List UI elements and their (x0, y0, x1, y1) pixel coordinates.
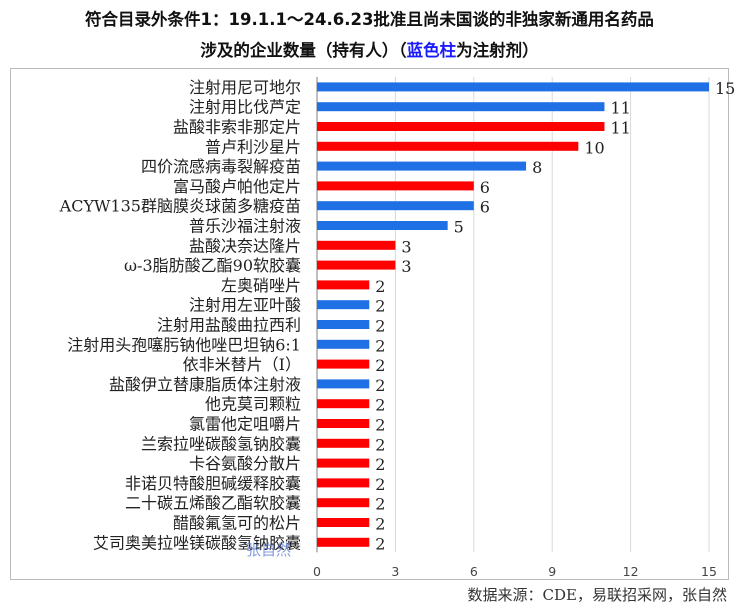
watermark-text: 张自然 (246, 541, 292, 559)
bar (317, 260, 396, 270)
bar (317, 339, 370, 349)
value-label: 3 (401, 257, 411, 276)
category-label: 氯雷他定咀嚼片 (189, 415, 301, 434)
x-tick-label: 6 (470, 564, 478, 579)
category-label: 兰索拉唑碳酸氢钠胶囊 (141, 434, 301, 453)
x-tick-label: 15 (701, 564, 717, 579)
bar (317, 141, 579, 151)
bar (317, 201, 474, 211)
chart-title-line1: 符合目录外条件1：19.1.1～24.6.23批准且尚未国谈的非独家新通用名药品 (85, 10, 654, 29)
category-label: 他克莫司颗粒 (205, 395, 301, 414)
x-tick-label: 0 (313, 564, 321, 579)
value-label: 2 (375, 475, 385, 494)
value-label: 8 (532, 158, 542, 177)
chart-title-suffix: 为注射剂） (456, 41, 539, 60)
bar (317, 320, 370, 329)
bar (317, 518, 370, 527)
value-label: 15 (715, 79, 735, 98)
bar (317, 240, 396, 250)
value-label: 2 (375, 534, 385, 553)
category-label: 盐酸决奈达隆片 (189, 236, 301, 255)
category-label: 卡谷氨酸分散片 (189, 454, 301, 473)
category-label: 非诺贝特酸胆碱缓释胶囊 (125, 474, 301, 493)
value-label: 2 (375, 435, 385, 454)
value-label: 11 (610, 119, 630, 138)
category-label: ω-3脂肪酸乙酯90软胶囊 (124, 256, 301, 275)
category-label: 依非米替片（Ⅰ） (183, 355, 301, 374)
value-label: 2 (375, 495, 385, 514)
bar (317, 181, 474, 191)
value-label: 2 (375, 396, 385, 415)
chart-title-line2: 涉及的企业数量（持有人）（蓝色柱为注射剂） (0, 37, 739, 61)
value-label: 2 (375, 277, 385, 296)
x-tick-label: 12 (623, 564, 639, 579)
category-label: 二十碳五烯酸乙酯软胶囊 (125, 494, 301, 513)
category-label: 注射用尼可地尔 (189, 78, 301, 97)
value-label: 2 (375, 317, 385, 336)
bar (317, 221, 448, 230)
value-label: 2 (375, 356, 385, 375)
category-label: 盐酸非索非那定片 (173, 118, 301, 137)
value-label: 2 (375, 297, 385, 316)
bar (317, 537, 370, 547)
value-label: 2 (375, 416, 385, 435)
bar (317, 498, 370, 508)
bar (317, 300, 370, 310)
category-label: 醋酸氟氢可的松片 (173, 514, 301, 533)
bar (317, 102, 605, 112)
value-label: 11 (610, 99, 630, 118)
category-label: 普乐沙福注射液 (189, 217, 301, 236)
value-label: 3 (401, 237, 411, 256)
x-tick-label: 3 (391, 564, 399, 579)
chart-frame (10, 68, 729, 580)
bar (317, 82, 709, 92)
value-label: 2 (375, 376, 385, 395)
category-label: 盐酸伊立替康脂质体注射液 (109, 375, 301, 394)
source-note: 数据来源：CDE，易联招采网，张自然 (467, 586, 727, 604)
category-label: 注射用左亚叶酸 (189, 296, 301, 315)
value-label: 2 (375, 455, 385, 474)
category-label: 富马酸卢帕他定片 (173, 177, 301, 196)
value-label: 5 (454, 218, 464, 237)
bar (317, 419, 370, 428)
bar (317, 399, 370, 409)
category-label: ACYW135群脑膜炎球菌多糖疫苗 (59, 197, 301, 216)
category-label: 艾司奥美拉唑镁碳酸氢钠胶囊 (93, 533, 301, 552)
bar (317, 161, 527, 171)
category-label: 四价流感病毒裂解疫苗 (141, 157, 301, 176)
bar (317, 122, 605, 131)
chart-title-prefix: 涉及的企业数量（持有人）（ (200, 41, 407, 60)
bar (317, 458, 370, 468)
value-label: 6 (480, 178, 490, 197)
value-label: 6 (480, 198, 490, 217)
bar (317, 359, 370, 369)
x-tick-label: 9 (548, 564, 556, 579)
category-label: 普卢利沙星片 (205, 137, 301, 156)
category-label: 注射用盐酸曲拉西利 (157, 316, 301, 335)
category-label: 注射用比伐芦定 (189, 98, 301, 117)
bar (317, 280, 370, 290)
bar (317, 438, 370, 448)
category-label: 左奥硝唑片 (221, 276, 301, 295)
category-label: 注射用头孢噻肟钠他唑巴坦钠6:1 (67, 335, 301, 354)
value-label: 10 (584, 138, 604, 157)
chart-title-highlight: 蓝色柱 (406, 41, 457, 60)
value-label: 2 (375, 515, 385, 534)
value-label: 2 (375, 336, 385, 355)
bar (317, 379, 370, 389)
bar (317, 478, 370, 488)
